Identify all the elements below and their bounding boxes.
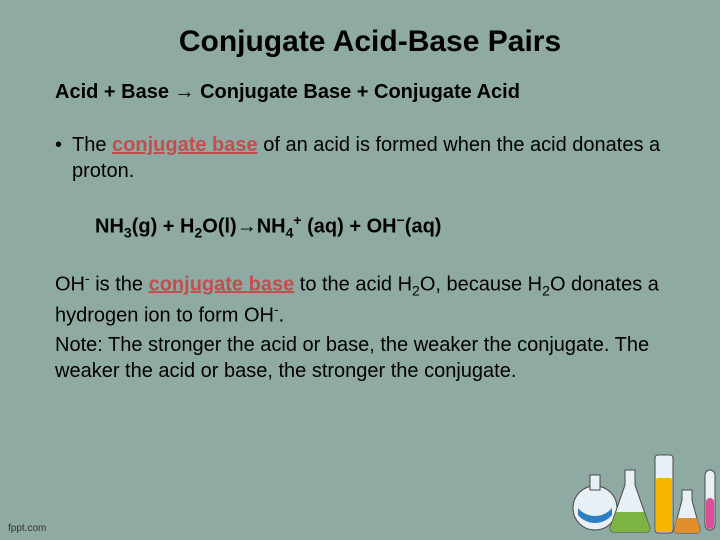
cylinder-yellow	[655, 455, 673, 533]
term-conjugate-base: conjugate base	[112, 134, 258, 156]
eq-nh3-sub: 3	[124, 225, 132, 241]
reaction-scheme: Acid + Base → Conjugate Base + Conjugate…	[55, 81, 665, 104]
beakers-decoration	[570, 420, 720, 540]
explanation-para-1: OH- is the conjugate base to the acid H2…	[55, 269, 665, 329]
eq-aq1: (aq) + OH	[302, 216, 397, 238]
scheme-left: Acid + Base	[55, 81, 175, 103]
eq-nh4-sup: +	[293, 212, 301, 228]
flask-orange	[674, 490, 700, 533]
p1-t2: is the	[90, 273, 149, 295]
bullet-item: • The conjugate base of an acid is forme…	[55, 132, 665, 184]
p1-t3: to the acid H	[294, 273, 412, 295]
p1-t6: .	[279, 304, 285, 326]
scheme-arrow: →	[175, 81, 195, 103]
bullet-text: The conjugate base of an acid is formed …	[72, 132, 665, 184]
eq-aq2: (aq)	[405, 216, 442, 238]
eq-oh-sup: −	[397, 212, 405, 228]
flask-blue	[573, 475, 617, 530]
eq-arrow: →	[237, 216, 257, 238]
slide-title: Conjugate Acid-Base Pairs	[75, 25, 665, 59]
bullet-marker: •	[55, 132, 62, 184]
p1-t4: O, because H	[420, 273, 542, 295]
p1-t1: OH	[55, 273, 85, 295]
explanation-para-2: Note: The stronger the acid or base, the…	[55, 332, 665, 384]
scheme-right: Conjugate Base + Conjugate Acid	[195, 81, 520, 103]
chemical-equation: NH3(g) + H2O(l)→NH4+ (aq) + OH−(aq)	[95, 212, 665, 241]
eq-nh3: NH	[95, 216, 124, 238]
eq-nh4: NH	[257, 216, 286, 238]
eq-ol: O(l)	[202, 216, 236, 238]
bullet-t1: The	[72, 134, 112, 156]
watermark: fppt.com	[8, 523, 46, 534]
test-tube-pink	[705, 470, 715, 530]
term-conjugate-base-2: conjugate base	[149, 273, 295, 295]
p1-sub2: 2	[542, 282, 550, 298]
eq-g: (g) + H	[132, 216, 195, 238]
p1-sub1: 2	[412, 282, 420, 298]
